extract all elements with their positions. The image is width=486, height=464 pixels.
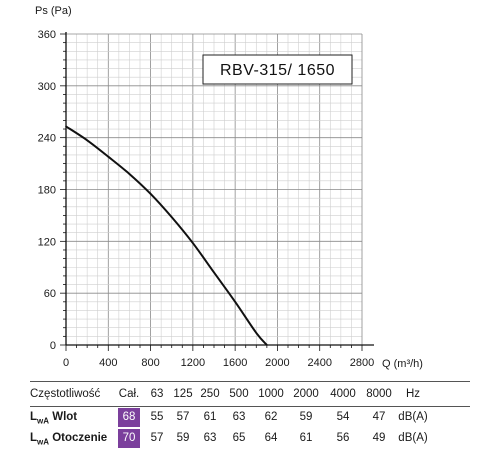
header-cell: 4000 [330,388,356,400]
fan-curve-chart: Ps (Pa) Q (m³/h) 0 60 120 180 240 300 360 0 400… [35,5,423,370]
lw-symbol: L [30,411,38,423]
header-cell: 125 [173,388,193,400]
table-top-rule [30,381,470,382]
y-axis-title: Ps (Pa) [35,5,72,17]
level-cell: 61 [299,432,313,444]
row-label-surroundings: LwA Otoczenie [30,432,107,446]
level-cell: 49 [372,432,386,444]
axes [60,32,374,351]
data-point [255,332,258,334]
header-cell: 63 [150,388,164,400]
lw-subscript: wA [37,416,50,426]
level-cell: 63 [232,411,246,423]
x-tick-label: 800 [141,357,159,369]
x-axis-title: Q (m³/h) [382,358,423,370]
y-tick-label: 300 [38,81,56,93]
level-cell: 56 [336,432,350,444]
grid [66,33,363,345]
x-tick-label: 1200 [181,357,205,369]
data-point [107,155,110,158]
level-cell: 64 [264,432,278,444]
data-point [170,216,173,218]
level-cell: 61 [203,411,217,423]
series-layer [65,125,268,346]
fan-curve-line [65,125,268,346]
x-tick-label: 2000 [265,357,289,369]
level-cell: 62 [264,411,278,423]
y-tick-label: 0 [50,340,56,352]
level-cell: 55 [150,411,164,423]
header-cell: 500 [229,388,249,400]
level-cell: 59 [299,411,313,423]
header-cell: 2000 [293,388,319,400]
data-point [65,125,67,128]
x-tick-label: 400 [99,357,117,369]
level-cell: dB(A) [398,432,428,444]
x-tick-label: 2800 [350,357,374,369]
x-tick-label: 2400 [307,357,331,369]
y-tick-label: 360 [38,29,56,41]
data-point [234,301,236,303]
chart-title: RBV-315/ 1650 [220,62,335,79]
x-tick-label: 0 [63,357,69,369]
row-name: Otoczenie [52,432,108,444]
data-point [192,242,194,244]
data-point [266,344,268,346]
level-cell: 57 [150,432,164,444]
header-cell: 250 [200,388,220,400]
x-tick-label: 1600 [223,357,247,369]
header-cell: Hz [405,388,421,400]
level-cell: 54 [336,411,350,423]
data-point [149,193,152,195]
y-tick-label: 60 [44,288,56,300]
y-tick-label: 120 [38,236,56,248]
frequency-header-label: Częstotliwość [30,388,101,400]
total-level-cell: 68 [118,408,140,427]
row-label-inlet: LwA Wlot [30,411,77,425]
table-mid-rule [30,406,470,407]
x-tick-labels: 0 400 800 1200 1600 2000 2400 2800 [63,357,374,369]
sound-spectrum-table: Częstotliwość Cał. 63 125 250 500 1000 2000 400… [30,381,470,456]
model-label-box: RBV-315/ 1650 [202,54,353,85]
header-cell: Cał. [118,388,140,400]
y-tick-label: 240 [38,133,56,145]
lw-symbol: L [30,432,38,444]
y-tick-label: 180 [38,185,56,197]
data-point [128,173,131,175]
level-cell: dB(A) [398,411,428,423]
total-level-cell: 70 [118,429,140,448]
level-cell: 65 [232,432,246,444]
row-name: Wlot [52,411,78,423]
data-point [213,271,215,274]
y-tick-labels: 0 60 120 180 240 300 360 [38,29,56,352]
level-cell: 63 [203,432,217,444]
level-cell: 57 [176,411,190,423]
data-point [86,139,88,142]
header-cell: 1000 [258,388,284,400]
header-cell: 8000 [366,388,392,400]
level-cell: 59 [176,432,190,444]
level-cell: 47 [372,411,386,423]
lw-subscript: wA [37,437,50,447]
